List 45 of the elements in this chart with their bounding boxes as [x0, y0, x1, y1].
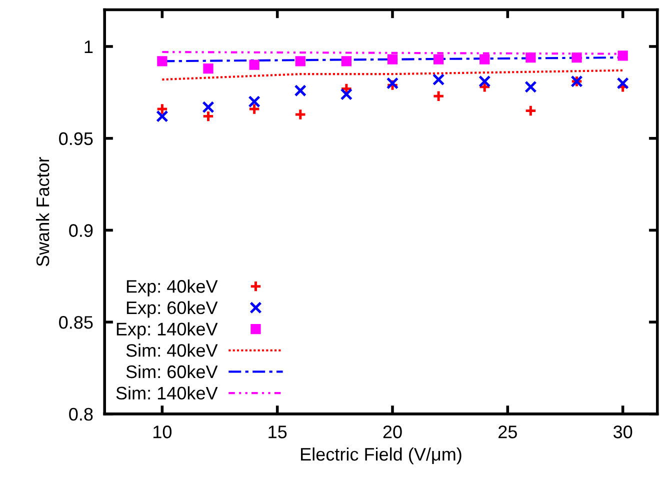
x-tick-label: 30 [613, 426, 632, 438]
x-tick-label: 20 [383, 426, 402, 438]
point [248, 102, 260, 116]
x-tick-label: 25 [498, 426, 517, 438]
y-tick-label: 0.85 [59, 316, 93, 329]
point [203, 63, 214, 74]
legend-label: Sim: 60keV [126, 364, 218, 378]
y-axis-title: Swank Factor [36, 156, 50, 266]
point [249, 60, 260, 70]
point [202, 110, 214, 122]
point [526, 52, 536, 63]
x-tick-label: 10 [154, 426, 172, 438]
legend-label: Exp: 140keV [116, 322, 218, 340]
point [156, 110, 168, 122]
point [156, 102, 168, 116]
point [294, 108, 306, 121]
point [524, 104, 537, 117]
point [202, 101, 214, 114]
point [572, 52, 582, 63]
x-tick-label: 15 [268, 426, 287, 438]
point [295, 56, 306, 66]
x-axis-title: Electric Field (V/μm) [301, 447, 462, 464]
legend-label: Exp: 60keV [126, 300, 218, 318]
point [432, 90, 445, 102]
legend-label: Exp: 40keV [126, 280, 218, 296]
point [433, 54, 444, 64]
point [387, 54, 398, 64]
line-series [161, 69, 624, 81]
y-tick-label: 0.8 [69, 408, 93, 421]
point [340, 88, 353, 100]
point [616, 77, 629, 90]
point [157, 56, 168, 66]
point [618, 50, 628, 61]
point [480, 54, 490, 64]
point [341, 56, 352, 66]
point [248, 95, 260, 108]
y-tick-label: 1 [84, 40, 93, 54]
point [432, 73, 445, 86]
legend-label: Sim: 40keV [126, 344, 218, 357]
point [524, 80, 537, 94]
legend-label: Sim: 140keV [116, 386, 218, 400]
point [478, 75, 491, 88]
y-tick-label: 0.95 [59, 132, 93, 146]
point [294, 84, 306, 97]
y-tick-label: 0.9 [69, 224, 93, 237]
